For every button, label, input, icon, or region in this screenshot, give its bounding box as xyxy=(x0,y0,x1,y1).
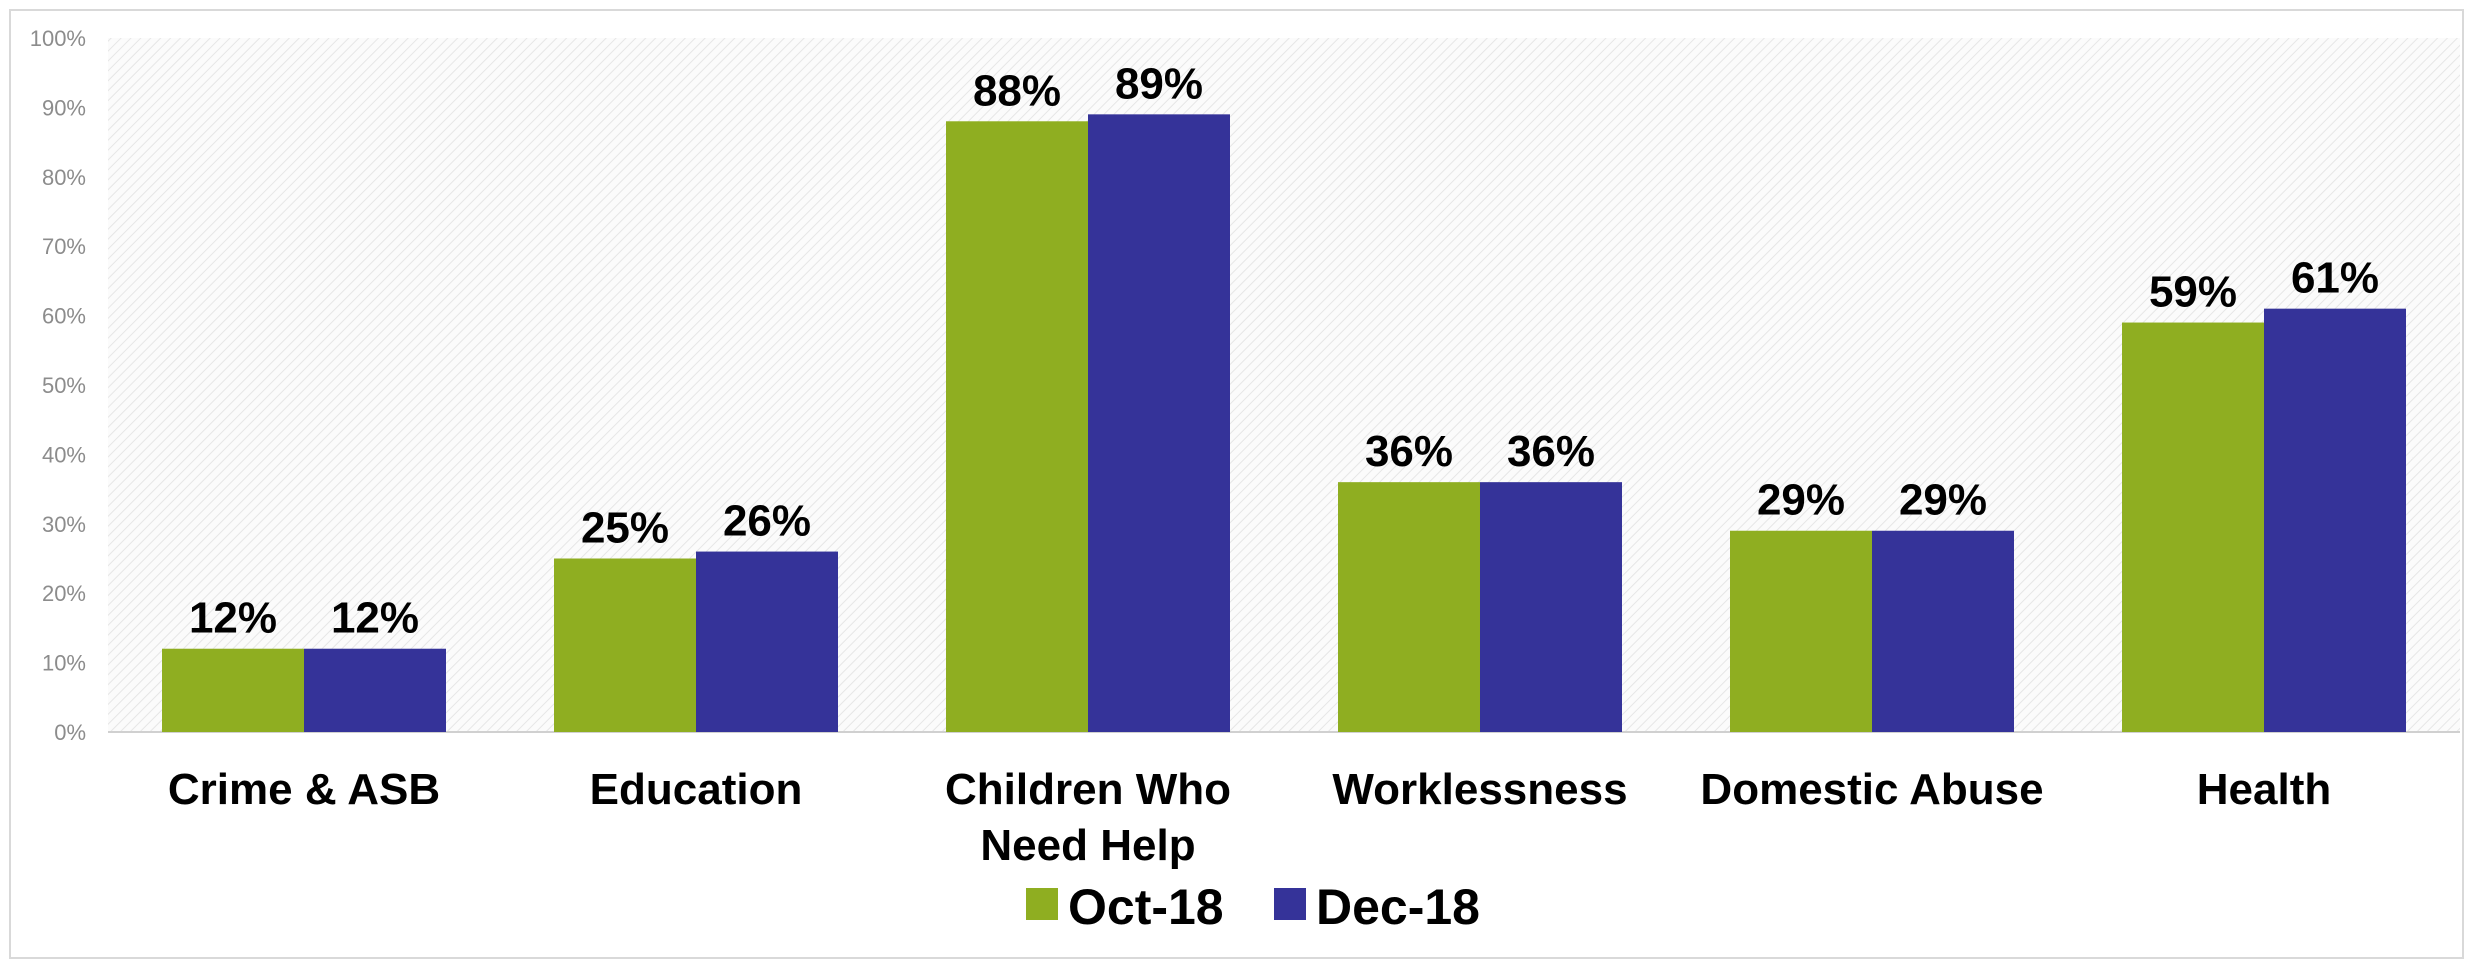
legend-swatch-dec-18 xyxy=(1274,888,1306,920)
bar-dec-18 xyxy=(304,648,446,732)
bar-oct-18 xyxy=(554,558,696,732)
y-tick-label: 90% xyxy=(42,95,86,120)
bar-oct-18 xyxy=(162,648,304,732)
y-tick-label: 10% xyxy=(42,651,86,676)
bar-oct-18 xyxy=(1730,530,1872,732)
category-label: Need Help xyxy=(980,821,1195,870)
legend: Oct-18 Dec-18 xyxy=(1026,879,1480,935)
y-tick-label: 40% xyxy=(42,442,86,467)
legend-label: Dec-18 xyxy=(1316,879,1480,935)
y-axis-ticks: 0% 10% 20% 30% 40% 50% 60% 70% 80% 90% 100% xyxy=(30,26,86,745)
category-label: Domestic Abuse xyxy=(1700,765,2043,814)
y-tick-label: 50% xyxy=(42,373,86,398)
data-label: 29% xyxy=(1757,476,1845,525)
data-label: 29% xyxy=(1899,476,1987,525)
data-labels-group: 12% 25% 88% 36% 29% 59% 12% 26% 89% 36% 29% 61% xyxy=(189,59,2379,642)
y-tick-label: 30% xyxy=(42,512,86,537)
data-label: 36% xyxy=(1365,427,1453,476)
data-label: 61% xyxy=(2291,254,2379,303)
legend-swatch-oct-18 xyxy=(1026,888,1058,920)
y-tick-label: 80% xyxy=(42,165,86,190)
y-tick-label: 0% xyxy=(54,720,86,745)
bar-dec-18 xyxy=(1480,482,1622,732)
data-label: 89% xyxy=(1115,59,1203,108)
data-label: 26% xyxy=(723,497,811,546)
bar-oct-18 xyxy=(946,121,1088,732)
category-label: Health xyxy=(2197,765,2331,814)
bar-dec-18 xyxy=(1872,530,2014,732)
data-label: 25% xyxy=(581,504,669,553)
data-label: 36% xyxy=(1507,427,1595,476)
plot-area-background xyxy=(108,38,2460,732)
y-tick-label: 100% xyxy=(30,26,86,51)
bar-oct-18 xyxy=(1338,482,1480,732)
data-label: 88% xyxy=(973,66,1061,115)
y-tick-label: 20% xyxy=(42,581,86,606)
bar-oct-18 xyxy=(2122,322,2264,732)
bars-group xyxy=(162,114,2406,733)
data-label: 59% xyxy=(2149,268,2237,317)
category-label: Worklessness xyxy=(1332,765,1627,814)
bar-dec-18 xyxy=(1088,114,1230,733)
category-label: Education xyxy=(590,765,803,814)
bar-dec-18 xyxy=(696,551,838,732)
category-label: Crime & ASB xyxy=(168,765,440,814)
y-tick-label: 70% xyxy=(42,234,86,259)
legend-label: Oct-18 xyxy=(1068,879,1224,935)
data-label: 12% xyxy=(189,594,277,643)
bar-dec-18 xyxy=(2264,308,2406,732)
data-label: 12% xyxy=(331,594,419,643)
y-tick-label: 60% xyxy=(42,304,86,329)
category-label: Children Who xyxy=(945,765,1231,814)
category-labels-group: Crime & ASB Education Children Who Need Hel… xyxy=(168,765,2331,870)
